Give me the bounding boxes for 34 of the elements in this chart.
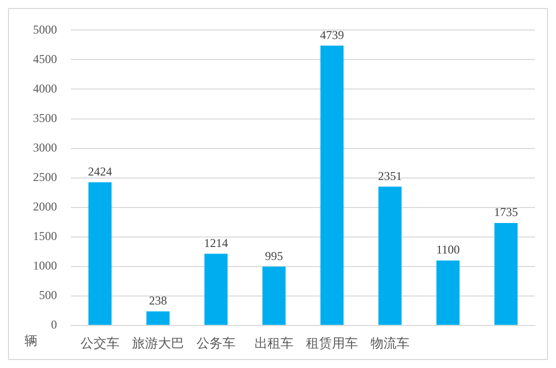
y-tick-label: 500 — [39, 288, 57, 302]
data-label: 995 — [265, 248, 283, 263]
y-tick-label: 4500 — [33, 52, 57, 66]
bar — [320, 46, 344, 325]
y-tick-label: 0 — [51, 318, 57, 332]
x-tick-label: 旅游大巴 — [132, 336, 184, 351]
y-tick-label: 1500 — [33, 228, 57, 243]
data-label: 2351 — [378, 168, 402, 183]
bar — [146, 311, 170, 325]
y-tick-label: 2500 — [33, 170, 57, 184]
bar — [204, 254, 228, 325]
y-tick-label: 2000 — [33, 199, 57, 214]
data-label: 1214 — [204, 236, 228, 250]
y-tick-label: 3000 — [33, 140, 57, 154]
x-tick-label: 物流车 — [370, 336, 410, 351]
x-tick-label: 租赁用车 — [306, 336, 358, 351]
data-label: 4739 — [320, 28, 344, 42]
bar — [494, 222, 518, 325]
x-tick-label: 公交车 — [80, 336, 120, 351]
bar — [88, 182, 112, 325]
x-tick-label: 出租车 — [254, 336, 294, 351]
y-tick-label: 4000 — [33, 81, 57, 96]
y-axis-title: 辆 — [24, 332, 38, 348]
data-label: 2424 — [88, 164, 112, 178]
data-label: 238 — [149, 294, 167, 308]
bar — [378, 186, 402, 325]
y-tick-label: 1000 — [33, 258, 57, 273]
bar — [436, 260, 460, 325]
y-tick-label: 5000 — [33, 22, 57, 36]
x-tick-label: 公务车 — [196, 336, 236, 351]
y-tick-label: 3500 — [33, 110, 57, 125]
data-label: 1100 — [436, 242, 460, 257]
bar — [262, 266, 286, 325]
data-label: 1735 — [494, 205, 518, 220]
